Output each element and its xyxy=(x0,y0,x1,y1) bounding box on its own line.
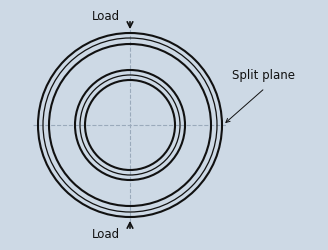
Text: Load: Load xyxy=(92,228,120,240)
Text: Load: Load xyxy=(92,10,120,22)
Text: Split plane: Split plane xyxy=(232,69,295,82)
